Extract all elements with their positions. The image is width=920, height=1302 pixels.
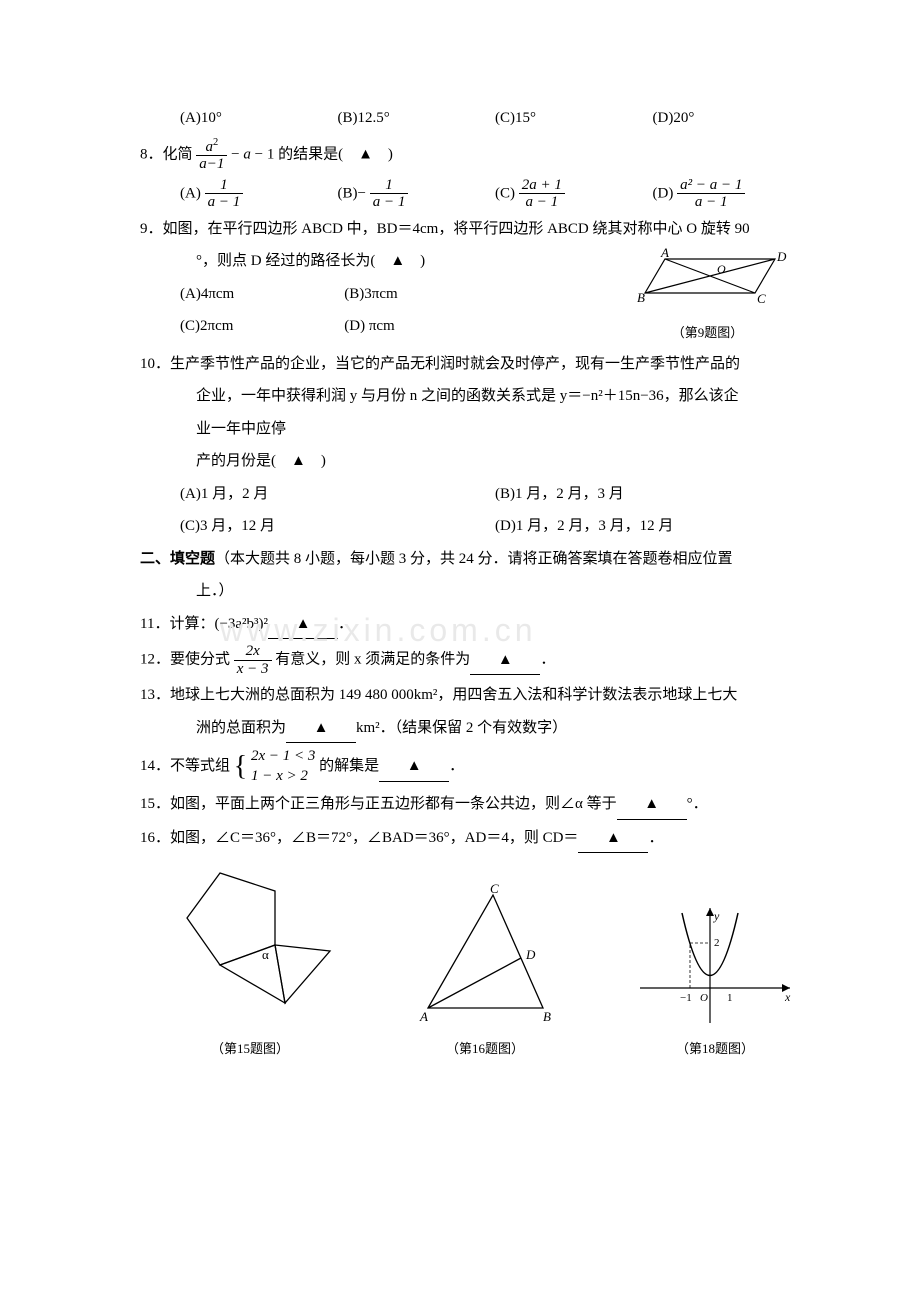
q8-frac: a2 a−1 — [196, 137, 227, 173]
q10-options-row1: (A)1 月，2 月 (B)1 月，2 月，3 月 — [140, 480, 810, 509]
q11: 11．计算：(−3a²b³)² ． — [140, 610, 810, 640]
q15: 15．如图，平面上两个正三角形与正五边形都有一条公共边，则∠α 等于 °． — [140, 790, 810, 820]
q8-stem-p1: 8．化简 — [140, 146, 196, 162]
q15-text: 15．如图，平面上两个正三角形与正五边形都有一条公共边，则∠α 等于 — [140, 796, 617, 812]
fig16-caption: （第16题图） — [398, 1033, 573, 1062]
q12-p1: 12．要使分式 — [140, 652, 234, 668]
q10-l1: 10．生产季节性产品的企业，当它的产品无利润时就会及时停产，现有一生产季节性产品… — [140, 350, 810, 379]
svg-text:−1: −1 — [680, 992, 692, 1004]
fig15-caption: （第15题图） — [160, 1033, 340, 1062]
q8-option-c: (C) 2a + 1a − 1 — [495, 177, 653, 211]
q7-option-d: (D)20° — [653, 104, 811, 133]
q8-option-b: (B)− 1a − 1 — [338, 177, 496, 211]
svg-text:A: A — [660, 247, 669, 260]
q9-figure: A D B C O （第9题图） — [625, 247, 790, 346]
q11-blank — [268, 610, 338, 640]
q12-blank — [470, 646, 540, 676]
q16-tail: ． — [648, 830, 663, 846]
q8-stem: 8．化简 a2 a−1 − a − 1 的结果是( ▲ ) — [140, 137, 810, 173]
svg-text:D: D — [525, 947, 536, 962]
q8-stem-p3: a — [243, 146, 251, 162]
q12-tail: ． — [540, 652, 555, 668]
q16-blank — [578, 824, 648, 854]
fig18-svg: y x −1 1 2 O — [630, 898, 800, 1033]
q12-p2: 有意义，则 x 须满足的条件为 — [275, 652, 470, 668]
q13-l1: 13．地球上七大洲的总面积为 149 480 000km²，用四舍五入法和科学计… — [140, 681, 810, 710]
q7-options: (A)10° (B)12.5° (C)15° (D)20° — [140, 104, 810, 133]
q9-figure-caption: （第9题图） — [625, 317, 790, 346]
q10-option-d: (D)1 月，2 月，3 月，12 月 — [495, 512, 810, 541]
svg-text:B: B — [543, 1009, 551, 1024]
q14: 14．不等式组 { 2x − 1 < 3 1 − x > 2 的解集是 ． — [140, 747, 810, 786]
q13-blank — [286, 714, 356, 744]
section2-title: 二、填空题 — [140, 551, 215, 567]
figures-row: α （第15题图） A B C D （第16题图） y x −1 1 2 — [140, 857, 810, 1062]
svg-text:O: O — [700, 992, 708, 1004]
q8-options: (A) 1a − 1 (B)− 1a − 1 (C) 2a + 1a − 1 (… — [140, 177, 810, 211]
section2-heading: 二、填空题（本大题共 8 小题，每小题 3 分，共 24 分．请将正确答案填在答… — [140, 545, 810, 574]
q8-stem-p2: − — [231, 146, 243, 162]
q10-l3: 业一年中应停 — [140, 415, 810, 444]
svg-text:y: y — [713, 909, 720, 923]
q9-option-b: (B)3πcm — [344, 280, 508, 309]
q14-blank — [379, 752, 449, 782]
q16: 16．如图，∠C＝36°，∠B＝72°，∠BAD＝36°，AD＝4，则 CD＝ ． — [140, 824, 810, 854]
svg-text:α: α — [262, 947, 269, 962]
q12-frac: 2x x − 3 — [234, 643, 272, 677]
q10-option-c: (C)3 月，12 月 — [180, 512, 495, 541]
q10-options-row2: (C)3 月，12 月 (D)1 月，2 月，3 月，12 月 — [140, 512, 810, 541]
fig18-caption: （第18题图） — [630, 1033, 800, 1062]
q11-tail: ． — [338, 616, 353, 632]
q15-tail: °． — [687, 796, 708, 812]
q7-option-a: (A)10° — [180, 104, 338, 133]
fig18: y x −1 1 2 O （第18题图） — [630, 898, 800, 1062]
section2-desc: （本大题共 8 小题，每小题 3 分，共 24 分．请将正确答案填在答题卷相应位… — [215, 551, 733, 567]
q14-p2: 的解集是 — [319, 758, 379, 774]
svg-text:B: B — [637, 290, 645, 305]
q9-parallelogram-svg: A D B C O — [625, 247, 790, 317]
svg-text:C: C — [490, 883, 499, 896]
q14-system: 2x − 1 < 3 1 − x > 2 — [251, 747, 315, 786]
q9-option-c: (C)2πcm — [180, 312, 344, 341]
svg-text:x: x — [784, 990, 791, 1004]
fig15-svg: α — [160, 863, 340, 1033]
fig16-svg: A B C D — [398, 883, 573, 1033]
q14-tail: ． — [449, 758, 464, 774]
q9-options-row2: (C)2πcm (D) πcm — [140, 312, 509, 341]
svg-text:1: 1 — [727, 992, 733, 1004]
fig15: α （第15题图） — [160, 863, 340, 1062]
q13-l2b: km²．（结果保留 2 个有效数字） — [356, 720, 567, 736]
fig16: A B C D （第16题图） — [398, 883, 573, 1062]
q11-text: 11．计算：(−3a²b³)² — [140, 616, 268, 632]
q12: 12．要使分式 2x x − 3 有意义，则 x 须满足的条件为 ． — [140, 643, 810, 677]
svg-text:C: C — [757, 291, 766, 306]
svg-text:O: O — [717, 262, 726, 276]
q9-option-a: (A)4πcm — [180, 280, 344, 309]
q10-option-b: (B)1 月，2 月，3 月 — [495, 480, 810, 509]
q14-p1: 14．不等式组 — [140, 758, 234, 774]
q10-option-a: (A)1 月，2 月 — [180, 480, 495, 509]
q8-option-a: (A) 1a − 1 — [180, 177, 338, 211]
q10-l2: 企业，一年中获得利润 y 与月份 n 之间的函数关系式是 y＝−n²＋15n−3… — [140, 382, 810, 411]
q16-text: 16．如图，∠C＝36°，∠B＝72°，∠BAD＝36°，AD＝4，则 CD＝ — [140, 830, 578, 846]
svg-text:2: 2 — [714, 937, 720, 949]
q7-option-c: (C)15° — [495, 104, 653, 133]
q9-options-row1: (A)4πcm (B)3πcm — [140, 280, 509, 309]
q9-stem-l1: 9．如图，在平行四边形 ABCD 中，BD＝4cm，将平行四边形 ABCD 绕其… — [140, 215, 810, 244]
q7-option-b: (B)12.5° — [338, 104, 496, 133]
q9-option-d: (D) πcm — [344, 312, 508, 341]
q13-l2: 洲的总面积为 km²．（结果保留 2 个有效数字） — [140, 714, 810, 744]
q14-sys-line2: 1 − x > 2 — [251, 767, 315, 787]
q15-blank — [617, 790, 687, 820]
q14-sys-line1: 2x − 1 < 3 — [251, 747, 315, 767]
q8-stem-p4: − 1 的结果是( ▲ ) — [255, 146, 393, 162]
q13-l2a: 洲的总面积为 — [196, 720, 286, 736]
svg-text:A: A — [419, 1009, 428, 1024]
q8-option-d: (D) a² − a − 1a − 1 — [653, 177, 811, 211]
q10-l4: 产的月份是( ▲ ) — [140, 447, 810, 476]
section2-desc2: 上．） — [140, 577, 810, 606]
brace-icon: { — [234, 753, 247, 781]
svg-text:D: D — [776, 249, 787, 264]
